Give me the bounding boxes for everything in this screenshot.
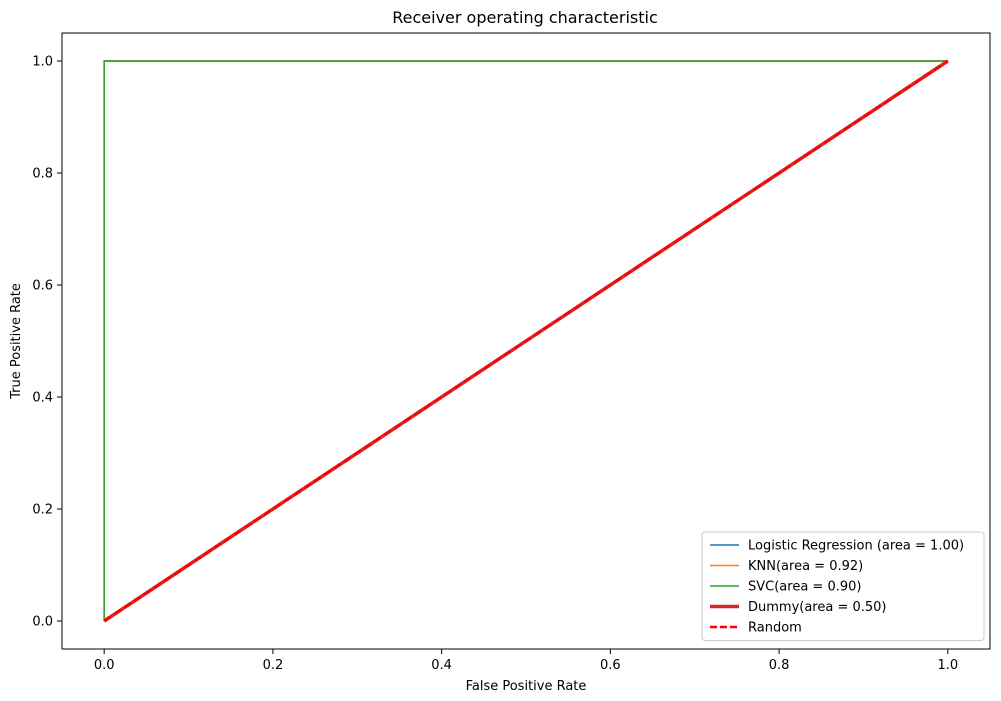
x-axis-title: False Positive Rate: [466, 679, 587, 694]
y-tick-label: 0.2: [32, 503, 53, 518]
chart-title: Receiver operating characteristic: [392, 8, 658, 27]
legend-label: KNN(area = 0.92): [748, 559, 863, 574]
x-tick-label: 0.8: [769, 658, 790, 673]
y-axis-title: True Positive Rate: [9, 283, 24, 400]
x-tick-label: 0.4: [431, 658, 452, 673]
x-tick-label: 0.0: [94, 658, 115, 673]
y-axis: 0.0 0.2 0.4 0.6 0.8 1.0: [32, 55, 62, 630]
legend-label: Dummy(area = 0.50): [748, 600, 887, 615]
x-tick-label: 0.2: [263, 658, 284, 673]
x-tick-label: 0.6: [600, 658, 621, 673]
y-tick-label: 1.0: [32, 55, 53, 70]
y-tick-label: 0.6: [32, 279, 53, 294]
legend-label: Random: [748, 621, 802, 636]
y-tick-label: 0.4: [32, 391, 53, 406]
x-axis: 0.0 0.2 0.4 0.6 0.8 1.0: [94, 649, 958, 673]
legend-box: [701, 531, 985, 641]
y-tick-label: 0.0: [32, 615, 53, 630]
plot-frame: [61, 32, 991, 650]
legend-label: Logistic Regression (area = 1.00): [748, 539, 964, 554]
y-tick-label: 0.8: [32, 167, 53, 182]
x-tick-label: 1.0: [937, 658, 958, 673]
series-line-2: [103, 60, 948, 621]
legend-label: SVC(area = 0.90): [748, 580, 861, 595]
plot-area: [103, 59, 949, 623]
series-line-4: [103, 59, 949, 623]
legend: Logistic Regression (area = 1.00) KNN(are…: [701, 531, 985, 641]
